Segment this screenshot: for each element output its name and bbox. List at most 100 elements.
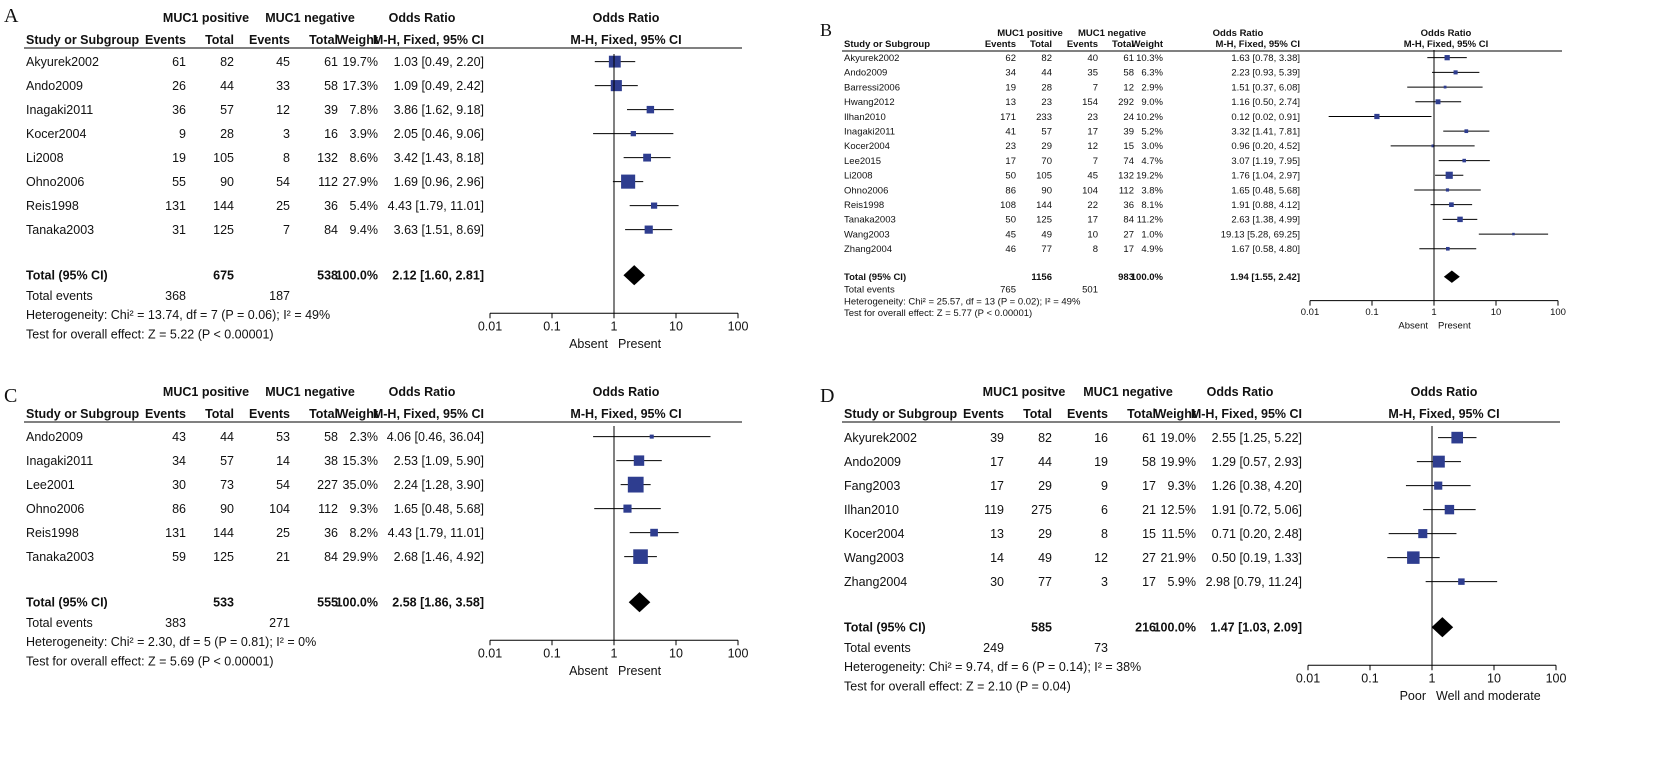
group1-header: MUC1 positve [983, 385, 1066, 399]
study-name: Ohno2006 [26, 502, 84, 516]
events-2-value: 3 [1101, 575, 1108, 589]
total-header-2: Total [1127, 407, 1156, 421]
study-marker [610, 80, 622, 92]
odds-ratio-ci-value: 1.67 [0.58, 4.80] [1231, 244, 1300, 255]
study-marker [1451, 431, 1464, 444]
total-weight: 100.0% [336, 269, 378, 283]
total-2-value: 36 [324, 526, 338, 540]
events-header-1: Events [963, 407, 1004, 421]
total-1-value: 105 [213, 151, 234, 165]
study-name: Inagaki2011 [844, 127, 895, 138]
overall-effect-text: Test for overall effect: Z = 2.10 (P = 0… [844, 679, 1071, 693]
total-1-value: 70 [1041, 156, 1052, 167]
total-events-2: 187 [269, 289, 290, 303]
weight-value: 8.2% [350, 526, 379, 540]
total-2-value: 21 [1142, 503, 1156, 517]
total-row-label: Total (95% CI) [26, 269, 108, 283]
events-1-value: 86 [172, 502, 186, 516]
weight-value: 7.8% [350, 103, 379, 117]
plot-odds-ratio-header: Odds Ratio [1411, 385, 1478, 399]
total-2-value: 27 [1123, 229, 1134, 240]
total-2-value: 58 [324, 79, 338, 93]
study-name: Lee2001 [26, 478, 75, 492]
events-2-value: 54 [276, 478, 290, 492]
events-2-value: 12 [1087, 141, 1098, 152]
study-name: Li2008 [26, 151, 64, 165]
weight-value: 5.2% [1141, 127, 1163, 138]
plot-method-header: M-H, Fixed, 95% CI [1388, 407, 1499, 421]
total-1-value: 233 [1036, 112, 1052, 123]
events-1-value: 17 [990, 479, 1004, 493]
total-odds-ratio-ci: 2.58 [1.86, 3.58] [392, 596, 484, 610]
total-events-label: Total events [844, 285, 895, 296]
events-2-value: 45 [1087, 171, 1098, 182]
events-2-value: 7 [1093, 82, 1098, 93]
study-name: Tanaka2003 [844, 215, 896, 226]
group2-header: MUC1 negative [1078, 28, 1146, 39]
weight-value: 3.9% [350, 127, 379, 141]
weight-value: 6.3% [1141, 68, 1163, 79]
odds-ratio-ci-value: 3.42 [1.43, 8.18] [394, 151, 484, 165]
total-2-value: 112 [318, 502, 338, 516]
pooled-diamond [623, 265, 646, 286]
total-1-value: 144 [1036, 200, 1052, 211]
odds-ratio-ci-value: 1.91 [0.88, 4.12] [1231, 200, 1300, 211]
heterogeneity-text: Heterogeneity: Chi² = 25.57, df = 13 (P … [844, 296, 1081, 307]
events-1-value: 108 [1000, 200, 1016, 211]
weight-value: 10.2% [1136, 112, 1163, 123]
study-header: Study or Subgroup [26, 33, 140, 47]
axis-tick-label: 100 [728, 647, 749, 661]
study-name: Ando2009 [844, 455, 901, 469]
forest-panel-c: C MUC1 positive MUC1 negative Odds Ratio Odd… [4, 385, 748, 678]
study-name: Ilhan2010 [844, 503, 899, 517]
total-row-label: Total (95% CI) [844, 272, 906, 283]
total-1-value: 90 [1041, 185, 1052, 196]
events-2-value: 3 [283, 127, 290, 141]
events-1-value: 50 [1005, 171, 1016, 182]
axis-tick-label: 0.01 [1301, 307, 1320, 318]
events-1-value: 19 [1005, 82, 1016, 93]
study-marker [633, 455, 645, 466]
events-header-1: Events [145, 33, 186, 47]
panel-letter: A [4, 5, 19, 27]
total-1-value: 144 [213, 526, 234, 540]
odds-ratio-ci-value: 0.12 [0.02, 0.91] [1231, 112, 1300, 123]
study-name: Li2008 [844, 171, 873, 182]
study-name: Wang2003 [844, 551, 904, 565]
events-2-value: 33 [276, 79, 290, 93]
total-2-value: 84 [324, 550, 338, 564]
events-1-value: 30 [172, 478, 186, 492]
total-header-2: Total [309, 33, 338, 47]
total-2-value: 58 [324, 430, 338, 444]
group2-header: MUC1 negative [265, 385, 355, 399]
events-1-value: 19 [172, 151, 186, 165]
plot-odds-ratio-header: Odds Ratio [1421, 28, 1472, 39]
axis-tick-label: 0.01 [478, 647, 502, 661]
weight-value: 19.7% [343, 55, 378, 69]
study-marker [633, 549, 648, 564]
odds-ratio-ci-value: 4.43 [1.79, 11.01] [388, 199, 484, 213]
study-name: Lee2015 [844, 156, 881, 167]
study-marker [1445, 188, 1450, 192]
weight-value: 9.3% [350, 502, 379, 516]
weight-value: 4.7% [1141, 156, 1163, 167]
study-name: Ohno2006 [844, 185, 888, 196]
study-marker [1374, 113, 1380, 120]
odds-ratio-ci-value: 1.29 [0.57, 2.93] [1212, 455, 1302, 469]
odds-ratio-ci-value: 3.32 [1.41, 7.81] [1231, 127, 1300, 138]
study-name: Reis1998 [844, 200, 884, 211]
axis-tick-label: 10 [1487, 672, 1501, 686]
total-1-value: 44 [220, 79, 234, 93]
total-2-value: 227 [317, 478, 338, 492]
odds-ratio-ci-value: 1.51 [0.37, 6.08] [1231, 82, 1300, 93]
total-1-value: 125 [213, 223, 234, 237]
events-2-value: 16 [1094, 431, 1108, 445]
total-2-value: 58 [1142, 455, 1156, 469]
study-name: Ando2009 [26, 430, 83, 444]
events-1-value: 46 [1005, 244, 1016, 255]
odds-ratio-ci-value: 1.76 [1.04, 2.97] [1231, 171, 1300, 182]
overall-effect-text: Test for overall effect: Z = 5.77 (P < 0… [844, 308, 1032, 319]
study-header: Study or Subgroup [844, 39, 930, 50]
events-2-value: 40 [1087, 53, 1098, 64]
study-name: Akyurek2002 [844, 53, 899, 64]
